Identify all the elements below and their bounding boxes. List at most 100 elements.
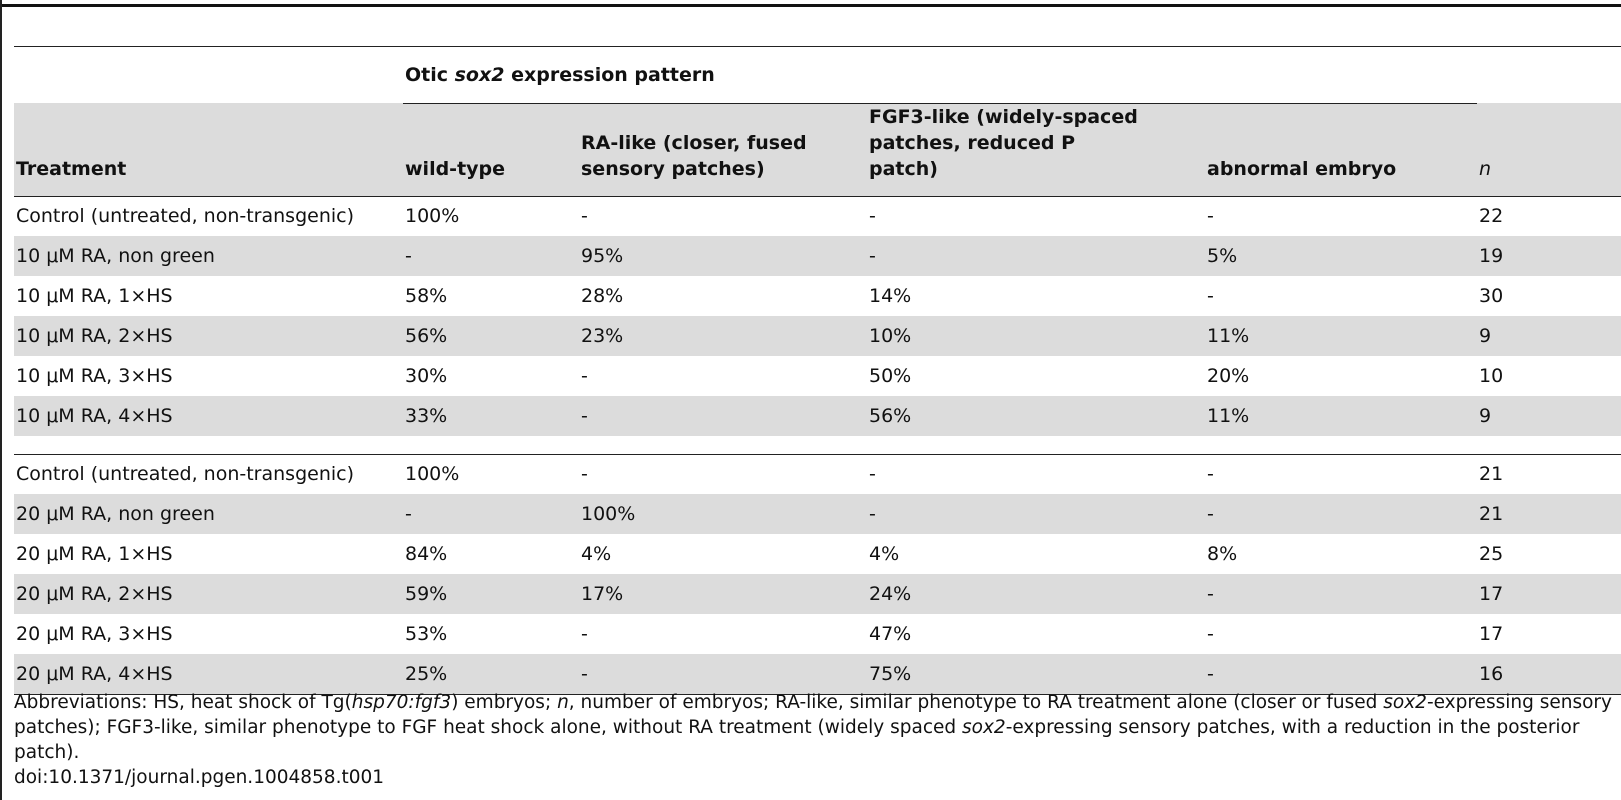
column-header: Treatment xyxy=(16,157,127,180)
rule xyxy=(2,4,1621,7)
cell: 75% xyxy=(867,654,1205,695)
cell: 21 xyxy=(1477,453,1621,494)
cell: - xyxy=(1207,583,1214,605)
cell: 10% xyxy=(869,325,912,347)
cell: - xyxy=(581,623,588,645)
cell: - xyxy=(405,245,412,267)
cell: 20% xyxy=(1207,365,1250,387)
cell: - xyxy=(579,453,867,494)
text: Otic xyxy=(405,63,455,86)
cell: 53% xyxy=(405,623,448,645)
cell: - xyxy=(581,405,588,427)
abbreviations: Abbreviations: HS, heat shock of Tg(hsp7… xyxy=(14,690,1614,765)
cell: 50% xyxy=(869,365,912,387)
cell: - xyxy=(581,365,588,387)
cell: - xyxy=(869,503,876,525)
cell: - xyxy=(581,205,588,228)
cell: - xyxy=(869,245,876,267)
cell: 30 xyxy=(1479,285,1504,307)
cell: 20 μM RA, 4×HS xyxy=(14,654,403,695)
cell: 23% xyxy=(581,325,624,347)
cell: 56% xyxy=(405,325,448,347)
data-table: Otic sox2 expression pattern Treatment w… xyxy=(14,47,1621,695)
cell: Control (untreated, non-transgenic) xyxy=(14,453,403,494)
cell: 9 xyxy=(1479,405,1492,427)
cell: 100% xyxy=(403,453,579,494)
cell: 20 μM RA, 3×HS xyxy=(16,623,173,645)
cell: - xyxy=(867,453,1205,494)
cell: 16 xyxy=(1477,654,1621,695)
text: sox2 xyxy=(962,717,1006,738)
cell: - xyxy=(1205,654,1477,695)
cell: 24% xyxy=(869,583,912,605)
table-row: 20 μM RA, 3×HS 53% - 47% - 17 xyxy=(14,614,1621,654)
cell: 10 μM RA, 4×HS xyxy=(16,405,173,427)
doi: doi:10.1371/journal.pgen.1004858.t001 xyxy=(14,767,385,788)
cell: 5% xyxy=(1207,245,1238,267)
text: Abbreviations: HS, heat shock of Tg( xyxy=(14,692,352,713)
text: expression pattern xyxy=(504,63,715,86)
column-header-row: Treatment wild-type RA-like (closer, fus… xyxy=(14,103,1621,196)
cell: 17 xyxy=(1479,623,1504,645)
cell: 10 μM RA, 1×HS xyxy=(16,285,173,307)
cell: 10 μM RA, 2×HS xyxy=(16,325,173,347)
section-gap xyxy=(14,436,1621,454)
column-header: RA-like (closer, fused sensory patches) xyxy=(581,131,807,180)
text: -expressing sensory patches); FGF3-like,… xyxy=(14,692,1612,738)
cell: 11% xyxy=(1207,405,1250,427)
table-row: Control (untreated, non-transgenic) 100% -… xyxy=(14,196,1621,236)
cell: - xyxy=(1207,285,1214,307)
column-header: abnormal embryo xyxy=(1207,157,1397,180)
column-header: wild-type xyxy=(405,157,506,180)
cell: 21 xyxy=(1479,503,1504,525)
footnote: Abbreviations: HS, heat shock of Tg(hsp7… xyxy=(14,690,1614,790)
table-row: 10 μM RA, 4×HS 33% - 56% 11% 9 xyxy=(14,396,1621,436)
cell: - xyxy=(579,654,867,695)
cell: 17% xyxy=(581,583,624,605)
cell: 22 xyxy=(1479,205,1504,228)
cell: 8% xyxy=(1207,543,1238,565)
cell: 10 μM RA, 3×HS xyxy=(16,365,173,387)
cell: 95% xyxy=(581,245,624,267)
text: ) embryos; xyxy=(451,692,558,713)
group-header: Otic sox2 expression pattern xyxy=(403,47,1477,104)
cell: - xyxy=(1207,503,1214,525)
table-row: 10 μM RA, non green - 95% - 5% 19 xyxy=(14,236,1621,276)
text: sox2 xyxy=(1383,692,1427,713)
table-row: 20 μM RA, non green - 100% - - 21 xyxy=(14,494,1621,534)
table-body: Control (untreated, non-transgenic) 100% -… xyxy=(14,196,1621,695)
cell: 33% xyxy=(405,405,448,427)
cell: Control (untreated, non-transgenic) xyxy=(16,205,355,228)
cell: 28% xyxy=(581,285,624,307)
cell: 17 xyxy=(1479,583,1504,605)
cell: 58% xyxy=(405,285,448,307)
cell: 4% xyxy=(581,543,612,565)
group-header-row: Otic sox2 expression pattern xyxy=(14,47,1621,104)
table-row: 20 μM RA, 2×HS 59% 17% 24% - 17 xyxy=(14,574,1621,614)
text: , number of embryos; RA-like, similar ph… xyxy=(568,692,1384,713)
cell: 11% xyxy=(1207,325,1250,347)
table-row: 10 μM RA, 1×HS 58% 28% 14% - 30 xyxy=(14,276,1621,316)
column-header: n xyxy=(1479,157,1492,180)
column-header: FGF3-like (widely-spaced patches, reduce… xyxy=(869,105,1138,180)
cell: - xyxy=(1205,453,1477,494)
cell: - xyxy=(1207,205,1214,228)
cell: 9 xyxy=(1479,325,1492,347)
cell: 100% xyxy=(581,503,636,525)
cell: 4% xyxy=(869,543,900,565)
table-row: Control (untreated, non-transgenic) 100% -… xyxy=(14,453,1621,494)
cell: 25% xyxy=(403,654,579,695)
cell: 25 xyxy=(1479,543,1504,565)
cell: 100% xyxy=(405,205,460,228)
cell: 47% xyxy=(869,623,912,645)
table-row: 20 μM RA, 1×HS 84% 4% 4% 8% 25 xyxy=(14,534,1621,574)
text: sox2 xyxy=(454,63,505,86)
cell: 20 μM RA, 1×HS xyxy=(16,543,173,565)
cell: 10 xyxy=(1479,365,1504,387)
cell: 20 μM RA, non green xyxy=(16,503,215,525)
cell: 14% xyxy=(869,285,912,307)
cell: 84% xyxy=(405,543,448,565)
cell: - xyxy=(1207,623,1214,645)
